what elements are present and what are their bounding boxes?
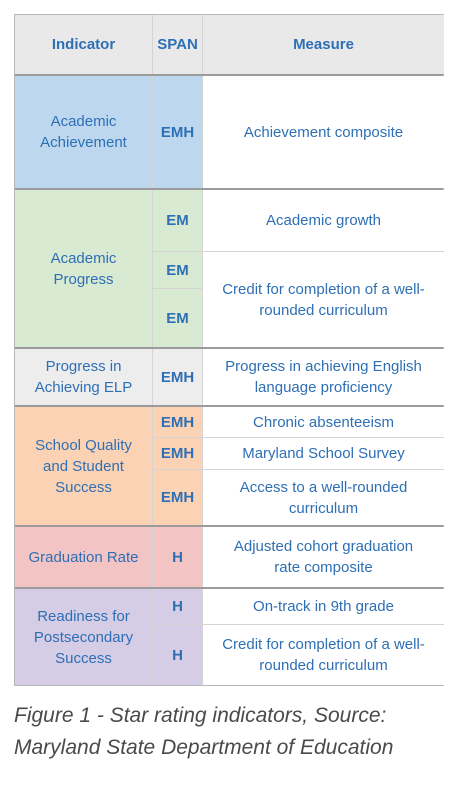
span-cell: EMH [152,470,202,525]
header-measure: Measure [202,15,444,74]
span-cell: EM [152,252,202,289]
measure-cell: Progress in achieving English language p… [202,349,444,405]
measure-cell: Credit for completion of a well-rounded … [202,625,444,685]
header-indicator: Indicator [15,15,152,74]
span-cell: EMH [152,438,202,470]
header-span: SPAN [152,15,202,74]
indicator-graduation-rate: Graduation Rate [15,527,152,587]
span-cell: EMH [152,349,202,405]
measure-cell: Chronic absenteeism [202,407,444,438]
indicator-academic-progress: Academic Progress [15,190,152,347]
indicator-school-quality: School Quality and Student Success [15,407,152,525]
span-cell: H [152,625,202,685]
measure-cell: Maryland School Survey [202,438,444,470]
span-cell: EMH [152,76,202,188]
span-cell: EMH [152,407,202,438]
span-cell: H [152,527,202,587]
star-rating-table: Indicator SPAN Measure Academic Achievem… [14,14,444,686]
indicator-academic-achievement: Academic Achievement [15,76,152,188]
span-cell: EM [152,190,202,252]
span-cell: H [152,589,202,625]
measure-cell: Academic growth [202,190,444,252]
figure-caption: Figure 1 - Star rating indicators, Sourc… [14,704,394,759]
indicator-readiness: Readiness for Postsecondary Success [15,589,152,685]
measure-cell: Adjusted cohort graduation rate composit… [202,527,444,587]
measure-cell: Access to a well-rounded curriculum [202,470,444,525]
measure-cell: Achievement composite [202,76,444,188]
measure-cell: On-track in 9th grade [202,589,444,625]
indicator-progress-elp: Progress in Achieving ELP [15,349,152,405]
measure-cell: Credit for completion of a well-rounded … [202,252,444,347]
span-cell: EM [152,289,202,347]
